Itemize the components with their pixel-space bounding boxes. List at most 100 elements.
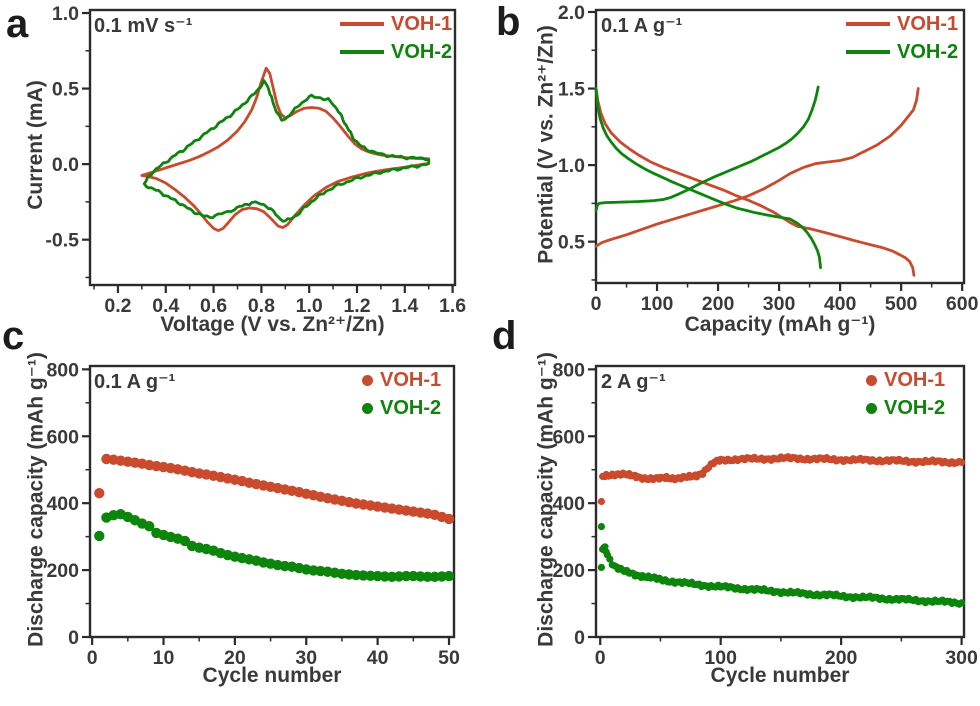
panel-c-x-axis-title: Cycle number: [202, 664, 342, 687]
panel-letter-c: c: [2, 314, 25, 358]
y-tick-label: 2.0: [558, 2, 585, 24]
voh1-line-marker: [846, 22, 890, 26]
legend-item-voh2: VOH-2: [362, 394, 441, 422]
legend-item-voh1: VOH-1: [340, 10, 452, 38]
panel-b-frame: [594, 8, 966, 285]
legend-label-voh1: VOH-1: [884, 368, 946, 391]
x-tick-label: 10: [153, 647, 175, 669]
voh2-dot-marker: [362, 402, 373, 414]
x-tick-label: 1.4: [391, 295, 418, 317]
panel-d-plot: 0 100 200 300 0 200 400 600 800: [552, 359, 978, 669]
panel-d-x-axis-title: Cycle number: [710, 664, 850, 687]
x-tick-label: 0.4: [152, 295, 179, 317]
y-tick-label: 0: [68, 627, 79, 649]
y-tick-label: 800: [552, 359, 585, 381]
x-tick-label: 500: [885, 293, 918, 315]
legend-label-voh1: VOH-1: [897, 12, 959, 35]
panel-d-y-axis-title: Discharge capacity (mAh g⁻¹): [534, 352, 558, 647]
panel-b-plot: 0 100 200 300 400 500 600 2.0 1.5 1.0 0.5: [558, 2, 979, 315]
x-tick-label: 0.8: [248, 295, 275, 317]
x-tick-label: 50: [438, 647, 460, 669]
x-tick-label: 40: [367, 647, 389, 669]
legend-item-voh1: VOH-1: [362, 366, 441, 394]
legend-label-voh2: VOH-2: [884, 396, 946, 419]
legend-item-voh2: VOH-2: [846, 38, 958, 66]
legend-label-voh2: VOH-2: [391, 40, 453, 63]
y-tick-label: 1.0: [558, 155, 585, 177]
panel-c-legend: VOH-1 VOH-2: [362, 366, 441, 422]
panel-b-x-axis-title: Capacity (mAh g⁻¹): [684, 313, 876, 336]
panel-b-series-voh-1-discharge: [594, 87, 916, 277]
x-tick-label: 1.6: [439, 295, 466, 317]
voh1-dot-marker: [866, 374, 877, 386]
panel-a-annotation: 0.1 mV s⁻¹: [94, 15, 193, 37]
y-tick-label: 600: [46, 426, 79, 448]
x-tick-label: 400: [824, 293, 857, 315]
legend-item-voh1: VOH-1: [866, 366, 945, 394]
x-tick-label: 0: [591, 293, 602, 315]
y-tick-label: 600: [552, 426, 585, 448]
x-tick-label: 300: [945, 647, 978, 669]
panel-b-legend: VOH-1 VOH-2: [846, 10, 958, 66]
panel-a-legend: VOH-1 VOH-2: [340, 10, 452, 66]
panel-c-y-axis-title: Discharge capacity (mAh g⁻¹): [24, 352, 48, 647]
panel-a-frame: [88, 8, 457, 287]
x-tick-label: 0: [87, 647, 98, 669]
panel-a-y-axis-title: Current (mA): [24, 80, 47, 210]
y-tick-label: -0.5: [45, 230, 79, 252]
y-tick-label: 1.5: [558, 79, 585, 101]
panel-c-frame: [88, 364, 456, 639]
x-tick-label: 1.0: [296, 295, 323, 317]
panel-b-y-axis-title: Potential (V vs. Zn²⁺/Zn): [534, 25, 558, 264]
panel-letter-a: a: [6, 2, 29, 46]
panel-c-series-voh-1: [94, 453, 455, 525]
x-tick-label: 0.6: [200, 295, 227, 317]
legend-label-voh2: VOH-2: [380, 396, 442, 419]
x-tick-label: 600: [946, 293, 979, 315]
x-tick-label: 20: [224, 647, 246, 669]
y-tick-label: 0.0: [52, 154, 79, 176]
x-tick-label: 0: [595, 647, 606, 669]
voh1-line-marker: [340, 22, 384, 26]
panel-d-axes: 0 100 200 300 0 200 400 600 800: [552, 359, 978, 669]
panel-b-series-voh-1-charge: [594, 87, 920, 248]
panel-a-series-voh-2: [142, 79, 431, 223]
x-tick-label: 300: [763, 293, 796, 315]
panel-letter-d: d: [492, 314, 517, 358]
panel-c-annotation: 0.1 A g⁻¹: [94, 371, 176, 393]
legend-label-voh2: VOH-2: [897, 40, 959, 63]
legend-item-voh2: VOH-2: [340, 38, 452, 66]
legend-item-voh1: VOH-1: [846, 10, 958, 38]
x-tick-label: 100: [704, 647, 737, 669]
x-tick-label: 1.2: [343, 295, 370, 317]
panel-b-axes: 0 100 200 300 400 500 600 2.0 1.5 1.0 0.5: [558, 2, 979, 315]
y-tick-label: 0.5: [52, 79, 79, 101]
panel-c-series-voh-2: [94, 509, 455, 582]
panel-c-axes: 0 10 20 30 40 50 0 200 400 600 800: [46, 359, 460, 669]
panel-b-series-voh-2-discharge: [594, 87, 822, 270]
voh2-line-marker: [340, 50, 384, 54]
y-tick-label: 800: [46, 359, 79, 381]
panel-a-plot: 0.2 0.4 0.6 0.8 1.0 1.2 1.4 1.6 1.0 0.5 0.0 -0.5: [45, 3, 466, 317]
y-tick-label: 0.5: [558, 232, 585, 254]
legend-label-voh1: VOH-1: [391, 12, 453, 35]
voh2-dot-marker: [866, 402, 877, 414]
y-tick-label: 400: [46, 493, 79, 515]
y-tick-label: 0: [574, 627, 585, 649]
panel-letter-b: b: [496, 0, 521, 44]
x-tick-label: 0.2: [104, 295, 131, 317]
x-tick-label: 200: [825, 647, 858, 669]
voh1-dot-marker: [362, 374, 373, 386]
panel-d-frame: [594, 364, 966, 639]
legend-item-voh2: VOH-2: [866, 394, 945, 422]
voh2-line-marker: [846, 50, 890, 54]
y-tick-label: 200: [552, 560, 585, 582]
panel-b-annotation: 0.1 A g⁻¹: [601, 15, 683, 37]
y-tick-label: 200: [46, 560, 79, 582]
x-tick-label: 100: [641, 293, 674, 315]
y-tick-label: 400: [552, 493, 585, 515]
x-tick-label: 30: [295, 647, 317, 669]
panel-d-legend: VOH-1 VOH-2: [866, 366, 945, 422]
